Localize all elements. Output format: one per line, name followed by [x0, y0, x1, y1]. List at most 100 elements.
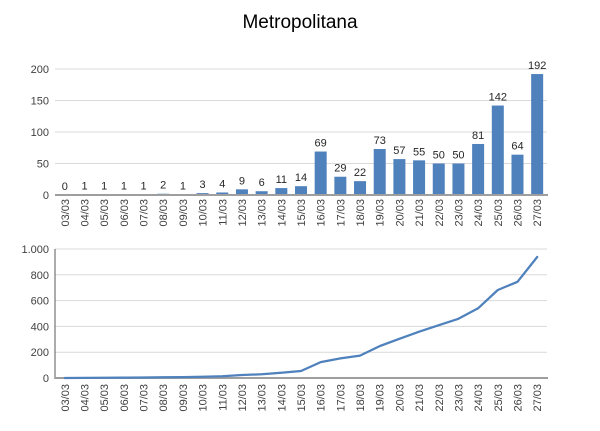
- x-tick-label: 11/03: [217, 199, 229, 226]
- x-tick-label: 09/03: [178, 199, 190, 227]
- bar-value-label: 50: [433, 150, 445, 162]
- x-tick-label: 17/03: [335, 384, 347, 412]
- x-tick-label: 11/03: [217, 384, 229, 411]
- bar-value-label: 55: [413, 146, 425, 158]
- bar-value-label: 11: [276, 174, 287, 186]
- x-tick-label: 24/03: [473, 384, 485, 412]
- bar: [275, 188, 288, 195]
- x-tick-label: 16/03: [316, 384, 328, 412]
- x-tick-label: 07/03: [139, 384, 151, 412]
- x-tick-label: 19/03: [375, 199, 387, 227]
- bar: [235, 189, 248, 195]
- y-tick-label: 600: [31, 296, 49, 308]
- y-tick-label: 0: [43, 373, 49, 385]
- x-tick-label: 27/03: [532, 199, 544, 227]
- bar-value-label: 1: [121, 180, 127, 192]
- x-tick-label: 08/03: [158, 199, 170, 227]
- bar-value-label: 50: [452, 150, 464, 162]
- x-tick-label: 26/03: [512, 384, 524, 412]
- x-tick-label: 26/03: [512, 199, 524, 227]
- x-tick-label: 21/03: [414, 199, 426, 227]
- x-tick-label: 03/03: [60, 384, 72, 412]
- bar: [334, 176, 347, 195]
- x-tick-label: 13/03: [257, 199, 269, 227]
- x-tick-label: 10/03: [198, 199, 210, 227]
- x-tick-label: 19/03: [375, 384, 387, 412]
- bar-value-label: 69: [315, 138, 327, 150]
- x-tick-label: 21/03: [414, 384, 426, 412]
- chart-title: Metropolitana: [242, 12, 358, 33]
- x-tick-label: 25/03: [493, 384, 505, 412]
- bar-value-label: 29: [334, 163, 346, 175]
- x-tick-label: 24/03: [473, 199, 485, 227]
- bar: [295, 186, 307, 195]
- x-tick-label: 16/03: [316, 199, 328, 227]
- bar: [491, 105, 504, 195]
- x-tick-label: 14/03: [276, 384, 288, 412]
- bar-value-label: 81: [472, 130, 484, 142]
- y-tick-label: 0: [43, 190, 49, 202]
- x-tick-label: 07/03: [139, 199, 151, 227]
- bar-value-label: 3: [200, 179, 206, 191]
- bar: [216, 192, 229, 195]
- x-tick-label: 18/03: [355, 384, 367, 412]
- x-tick-label: 13/03: [257, 384, 269, 412]
- bar-value-label: 14: [295, 172, 307, 184]
- x-tick-label: 25/03: [493, 199, 505, 227]
- y-tick-label: 200: [31, 347, 49, 359]
- y-tick-label: 400: [31, 321, 49, 333]
- bar-value-label: 142: [489, 92, 507, 104]
- cumulative-line: [63, 255, 539, 380]
- x-tick-label: 15/03: [296, 384, 308, 412]
- x-tick-label: 05/03: [99, 384, 111, 412]
- y-tick-label: 150: [31, 96, 49, 108]
- bar-value-label: 192: [528, 60, 546, 72]
- x-tick-label: 09/03: [178, 384, 190, 412]
- bar: [255, 191, 268, 195]
- x-tick-label: 14/03: [276, 199, 288, 227]
- x-tick-label: 23/03: [453, 199, 465, 227]
- x-tick-label: 22/03: [434, 384, 446, 412]
- bar: [413, 160, 426, 195]
- x-tick-label: 22/03: [434, 199, 446, 227]
- bar-value-label: 1: [101, 180, 107, 192]
- x-tick-label: 17/03: [335, 199, 347, 227]
- bar: [432, 163, 445, 195]
- x-tick-label: 05/03: [99, 199, 111, 227]
- bar: [531, 74, 544, 195]
- y-tick-label: 1.000: [21, 244, 49, 256]
- x-tick-label: 04/03: [80, 199, 92, 227]
- bar-value-label: 73: [374, 135, 386, 147]
- x-tick-label: 15/03: [296, 199, 308, 227]
- y-tick-label: 50: [37, 159, 49, 171]
- bar-value-label: 64: [511, 141, 523, 153]
- x-tick-label: 03/03: [60, 199, 72, 227]
- x-tick-label: 20/03: [394, 384, 406, 412]
- y-tick-label: 800: [31, 270, 49, 282]
- bar-value-label: 0: [62, 181, 68, 193]
- x-tick-label: 06/03: [119, 384, 131, 412]
- bar: [393, 159, 406, 195]
- x-tick-label: 12/03: [237, 199, 249, 227]
- bar-value-label: 22: [354, 167, 366, 179]
- y-tick-label: 200: [31, 64, 49, 76]
- bar: [354, 181, 367, 195]
- x-tick-label: 18/03: [355, 199, 367, 227]
- bar: [452, 163, 465, 195]
- bar-value-label: 2: [160, 180, 166, 192]
- bar-value-label: 57: [393, 145, 405, 157]
- x-tick-label: 27/03: [532, 384, 544, 412]
- bar: [314, 151, 327, 195]
- bar-value-label: 1: [180, 180, 186, 192]
- bar-value-label: 9: [239, 175, 245, 187]
- bar: [472, 143, 485, 195]
- x-tick-label: 06/03: [119, 199, 131, 227]
- bar-value-label: 1: [140, 180, 146, 192]
- x-tick-label: 23/03: [453, 384, 465, 412]
- x-tick-label: 12/03: [237, 384, 249, 412]
- bar-value-label: 4: [219, 178, 225, 190]
- x-tick-label: 08/03: [158, 384, 170, 412]
- x-tick-label: 20/03: [394, 199, 406, 227]
